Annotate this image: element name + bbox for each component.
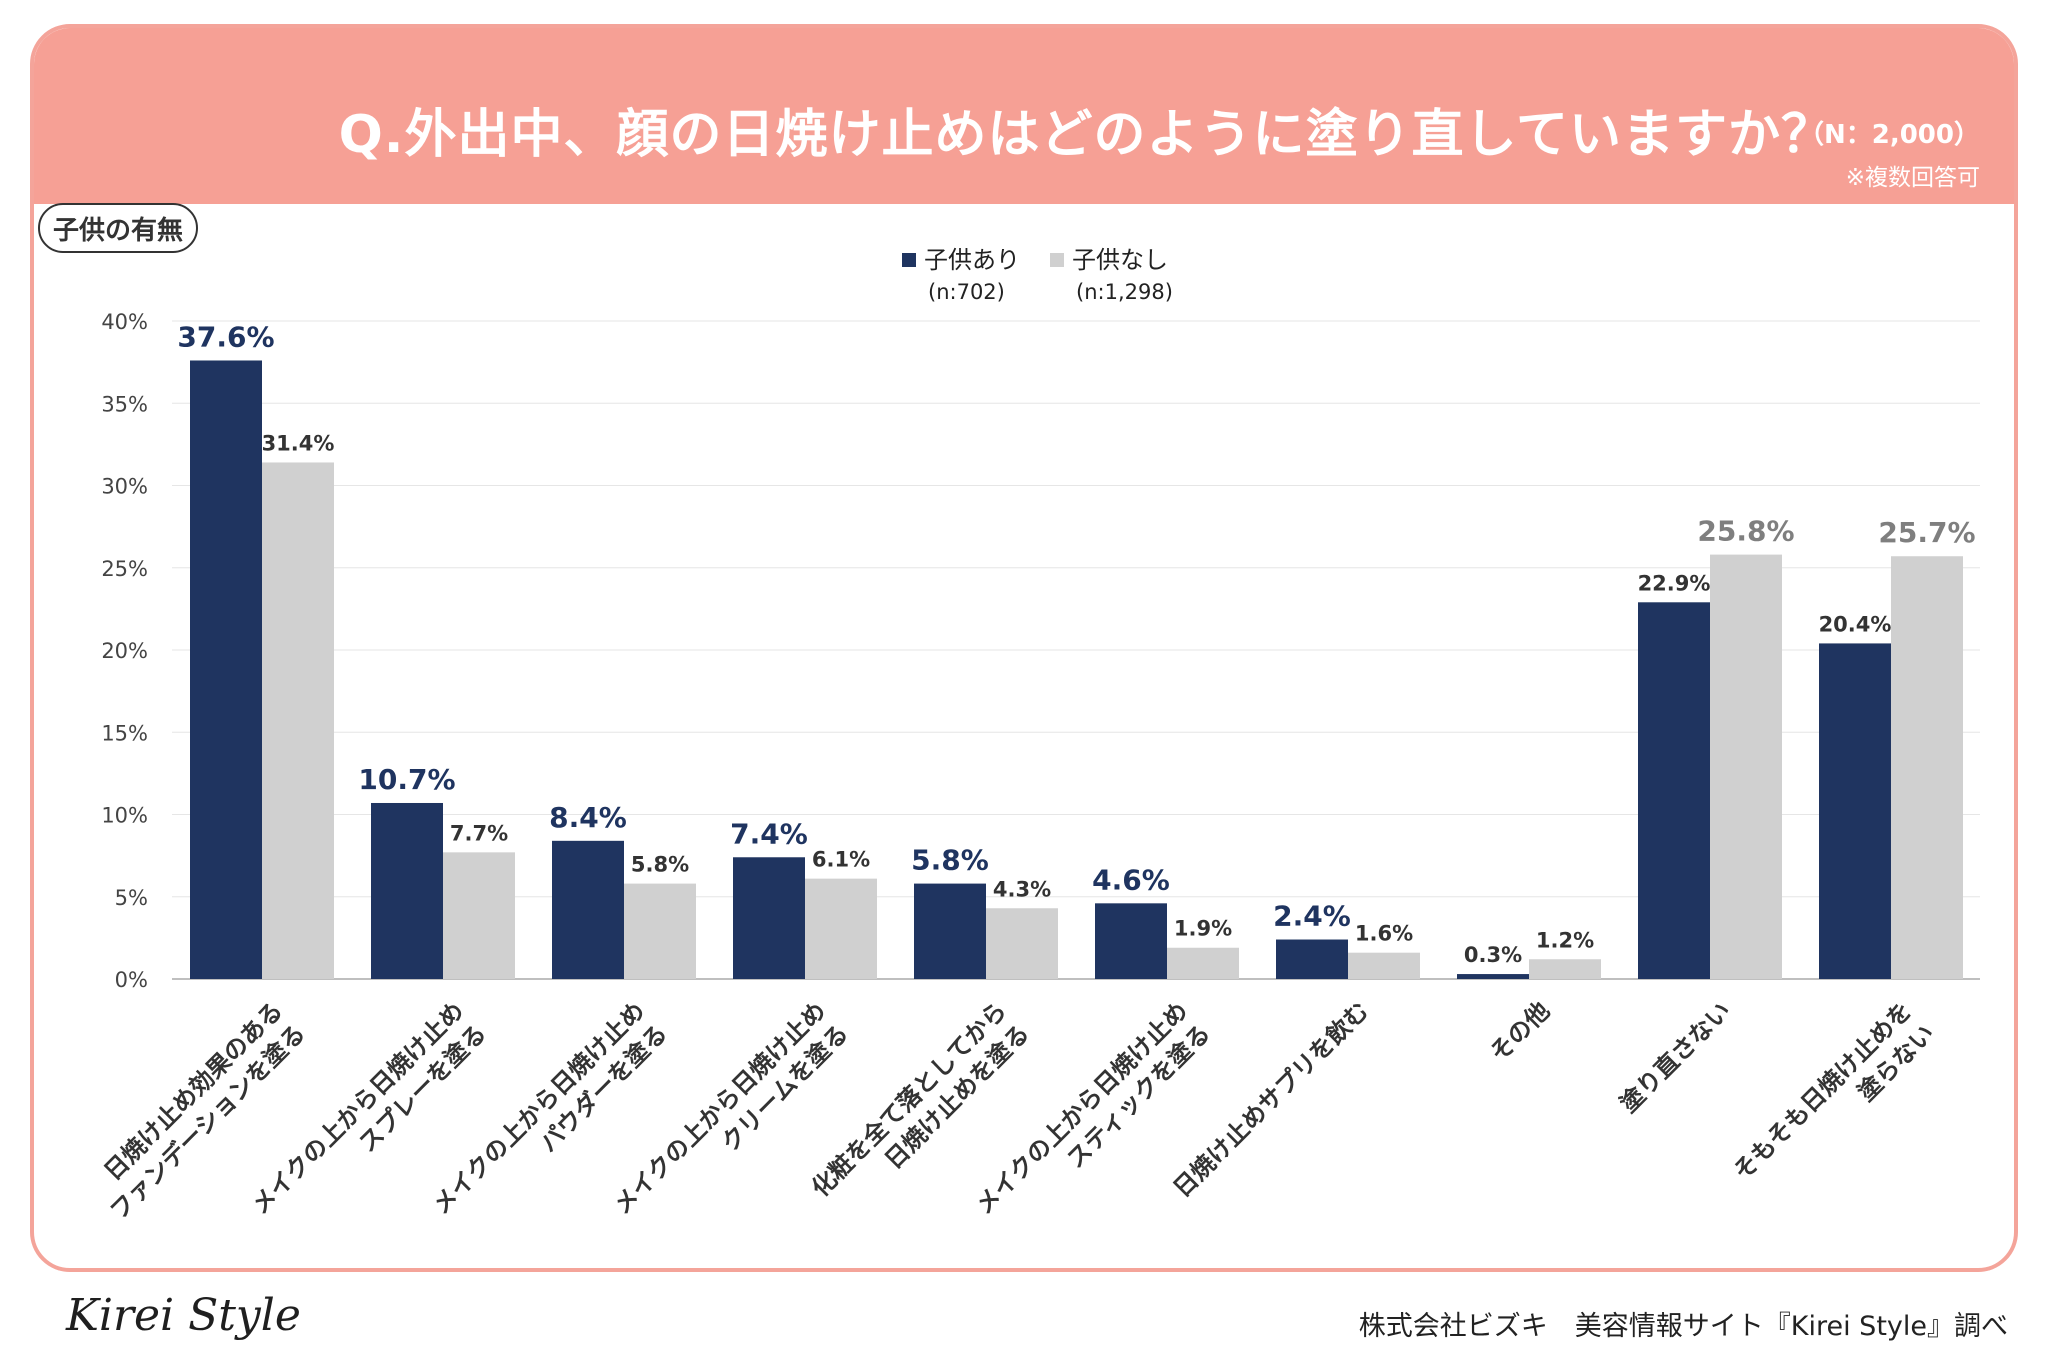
legend-item-with-children: 子供あり (n:702) bbox=[902, 240, 1052, 320]
bar-with-children bbox=[371, 802, 443, 979]
data-label-with-children: 5.8% bbox=[911, 844, 989, 877]
bar-with-children bbox=[1638, 602, 1710, 979]
data-label-without-children: 25.8% bbox=[1697, 515, 1794, 548]
x-category-label: そもそも日焼け止めを塗らない bbox=[1728, 996, 1940, 1208]
data-label-without-children: 5.8% bbox=[631, 853, 689, 877]
legend-item-without-children: 子供なし (n:1,298) bbox=[1050, 240, 1200, 320]
y-tick-label: 15% bbox=[101, 721, 148, 745]
bar-with-children bbox=[190, 360, 262, 980]
x-category-label-line: そもそも日焼け止めを bbox=[1728, 996, 1917, 1185]
bar-with-children bbox=[914, 883, 986, 979]
x-category-label: その他 bbox=[1485, 996, 1556, 1067]
bar-without-children bbox=[262, 462, 334, 980]
bar-without-children bbox=[1167, 947, 1239, 979]
legend-swatch-with-children bbox=[902, 253, 916, 267]
x-category-label: 塗り直さない bbox=[1615, 996, 1737, 1118]
bar-without-children bbox=[805, 878, 877, 979]
data-label-without-children: 25.7% bbox=[1878, 516, 1975, 549]
data-label-without-children: 1.6% bbox=[1355, 922, 1413, 946]
data-label-with-children: 7.4% bbox=[730, 817, 808, 850]
y-tick-label: 0% bbox=[115, 968, 148, 992]
data-label-without-children: 6.1% bbox=[812, 848, 870, 872]
bar-without-children bbox=[624, 883, 696, 979]
bar-with-children bbox=[733, 857, 805, 979]
bar-with-children bbox=[1819, 643, 1891, 979]
data-label-without-children: 1.2% bbox=[1536, 928, 1594, 952]
bar-without-children bbox=[1348, 952, 1420, 979]
x-category-label-line: 塗り直さない bbox=[1615, 996, 1737, 1118]
source-credit: 株式会社ビズキ 美容情報サイト『Kirei Style』調べ bbox=[1358, 1311, 2008, 1342]
data-label-with-children: 4.6% bbox=[1092, 863, 1170, 896]
y-tick-label: 30% bbox=[101, 475, 148, 499]
bar-without-children bbox=[1529, 959, 1601, 979]
y-tick-label: 40% bbox=[101, 310, 148, 334]
data-label-with-children: 8.4% bbox=[549, 801, 627, 834]
y-tick-label: 20% bbox=[101, 639, 148, 663]
data-label-without-children: 7.7% bbox=[450, 821, 508, 845]
legend-n-with-children: (n:702) bbox=[928, 280, 1005, 304]
x-category-label-line: 日焼け止め効果のある bbox=[99, 996, 289, 1186]
data-label-with-children: 20.4% bbox=[1819, 612, 1892, 636]
data-label-with-children: 2.4% bbox=[1273, 900, 1351, 933]
data-label-without-children: 4.3% bbox=[993, 877, 1051, 901]
y-tick-label: 25% bbox=[101, 557, 148, 581]
legend-n-without-children: (n:1,298) bbox=[1076, 280, 1173, 304]
sample-size: （N：2,000） bbox=[1797, 120, 1980, 150]
bar-without-children bbox=[443, 852, 515, 979]
brand-logo: Kirei Style bbox=[66, 1290, 301, 1341]
bar-with-children bbox=[1276, 939, 1348, 979]
question-title: Q.外出中、顔の日焼け止めはどのように塗り直していますか？ bbox=[338, 105, 1834, 165]
data-label-with-children: 37.6% bbox=[177, 320, 274, 353]
legend-label-without-children: 子供なし bbox=[1072, 246, 1168, 274]
legend-label-with-children: 子供あり bbox=[924, 246, 1020, 274]
data-label-with-children: 10.7% bbox=[358, 763, 455, 796]
bar-with-children bbox=[1457, 974, 1529, 979]
legend-swatch-without-children bbox=[1050, 253, 1064, 267]
data-label-without-children: 31.4% bbox=[262, 431, 335, 455]
question-header: Q.外出中、顔の日焼け止めはどのように塗り直していますか？ （N：2,000） … bbox=[34, 28, 2014, 204]
x-category-label-line: その他 bbox=[1485, 996, 1556, 1067]
bar-without-children bbox=[1891, 556, 1963, 979]
bar-without-children bbox=[986, 908, 1058, 979]
y-tick-label: 5% bbox=[115, 886, 148, 910]
bar-with-children bbox=[1095, 903, 1167, 979]
y-tick-label: 10% bbox=[101, 804, 148, 828]
y-tick-label: 35% bbox=[101, 392, 148, 416]
data-label-without-children: 1.9% bbox=[1174, 917, 1232, 941]
multiple-answer-note: ※複数回答可 bbox=[1845, 165, 1980, 191]
data-label-with-children: 22.9% bbox=[1638, 571, 1711, 595]
segment-label: 子供の有無 bbox=[38, 203, 198, 253]
data-label-with-children: 0.3% bbox=[1464, 943, 1522, 967]
bar-with-children bbox=[552, 840, 624, 979]
bar-without-children bbox=[1710, 554, 1782, 979]
